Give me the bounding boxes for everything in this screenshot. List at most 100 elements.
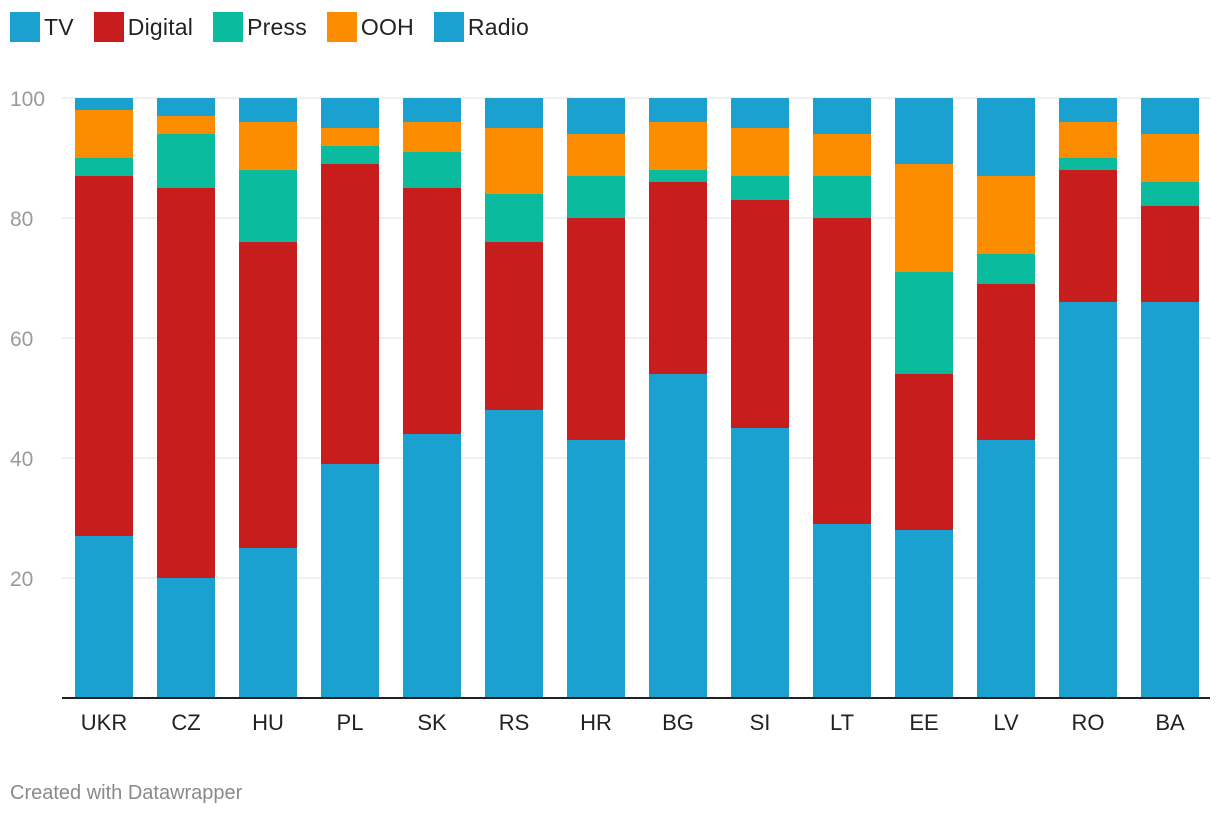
bar-segment-ooh-hu	[239, 122, 297, 170]
bar-segment-digital-bg	[649, 182, 707, 374]
bar-segment-tv-hu	[239, 548, 297, 698]
bar-segment-tv-lv	[977, 440, 1035, 698]
x-tick-label-ba: BA	[1155, 710, 1185, 735]
legend-swatch-radio	[433, 12, 464, 42]
bar-segment-tv-rs	[485, 410, 543, 698]
bar-segment-radio-pl	[321, 98, 379, 128]
y-tick-label: 100	[10, 88, 45, 111]
bar-segment-tv-hr	[567, 440, 625, 698]
bar-segment-ooh-lv	[977, 176, 1035, 254]
y-tick-label: 80	[10, 208, 33, 231]
bar-segment-tv-ba	[1141, 302, 1199, 698]
bar-segment-radio-cz	[157, 98, 215, 116]
bar-segment-digital-rs	[485, 242, 543, 410]
bar-segment-ooh-si	[731, 128, 789, 176]
bar-segment-digital-lv	[977, 284, 1035, 440]
bar-segment-digital-hr	[567, 218, 625, 440]
bar-segment-radio-ba	[1141, 98, 1199, 134]
bar-segment-radio-hr	[567, 98, 625, 134]
bar-segment-tv-cz	[157, 578, 215, 698]
bar-segment-tv-lt	[813, 524, 871, 698]
bar-segment-press-ee	[895, 272, 953, 374]
legend-label-tv: TV	[44, 13, 74, 40]
x-tick-label-bg: BG	[662, 710, 694, 735]
bar-segment-press-ro	[1059, 158, 1117, 170]
bar-segment-radio-lv	[977, 98, 1035, 176]
bar-segment-digital-lt	[813, 218, 871, 524]
bar-segment-ooh-sk	[403, 122, 461, 152]
legend-swatch-press	[213, 12, 244, 42]
bar-segment-tv-ee	[895, 530, 953, 698]
x-tick-label-pl: PL	[337, 710, 364, 735]
bar-segment-ooh-ee	[895, 164, 953, 272]
legend-item-digital: Digital	[93, 12, 194, 42]
x-tick-label-ro: RO	[1072, 710, 1105, 735]
bar-segment-tv-sk	[403, 434, 461, 698]
bar-segment-press-ukr	[75, 158, 133, 176]
legend-item-press: Press	[213, 12, 307, 42]
bar-segment-tv-ukr	[75, 536, 133, 698]
bar-segment-press-si	[731, 176, 789, 200]
x-axis-ticks: UKR CZ HU PL SK RS HR BG SI LT EE LV RO BA	[81, 710, 1185, 735]
bar-segment-press-hr	[567, 176, 625, 218]
bar-segment-digital-si	[731, 200, 789, 428]
bar-segment-press-sk	[403, 152, 461, 188]
bar-segment-digital-sk	[403, 188, 461, 434]
legend-label-digital: Digital	[127, 13, 194, 40]
x-tick-label-cz: CZ	[171, 710, 200, 735]
legend-swatch-tv	[10, 12, 40, 42]
bar-segment-tv-ro	[1059, 302, 1117, 698]
x-tick-label-hr: HR	[580, 710, 612, 735]
bar-segment-digital-cz	[157, 188, 215, 578]
legend-swatch-digital	[93, 12, 124, 42]
x-tick-label-sk: SK	[417, 710, 447, 735]
bar-segment-radio-ukr	[75, 98, 133, 110]
bar-segment-press-ba	[1141, 182, 1199, 206]
bar-segment-press-rs	[485, 194, 543, 242]
bar-segment-tv-pl	[321, 464, 379, 698]
bar-segment-ooh-ba	[1141, 134, 1199, 182]
bar-segment-press-lt	[813, 176, 871, 218]
bar-segment-press-hu	[239, 170, 297, 242]
bar-segment-ooh-hr	[567, 134, 625, 176]
x-tick-label-hu: HU	[252, 710, 284, 735]
y-tick-label: 20	[10, 568, 33, 591]
y-axis-ticks: 20 40 60 80 100	[10, 88, 45, 591]
x-tick-label-lv: LV	[993, 710, 1019, 735]
bar-segment-digital-hu	[239, 242, 297, 548]
x-tick-label-si: SI	[750, 710, 771, 735]
y-tick-label: 40	[10, 448, 33, 471]
legend-label-ooh: OOH	[360, 13, 414, 40]
bar-segment-ooh-rs	[485, 128, 543, 194]
bar-segment-radio-si	[731, 98, 789, 128]
legend-item-tv: TV	[10, 12, 74, 42]
legend-item-ooh: OOH	[326, 12, 414, 42]
bar-segment-digital-ee	[895, 374, 953, 530]
bar-segment-digital-ba	[1141, 206, 1199, 302]
chart-legend: TV Digital Press OOH Radio	[10, 12, 549, 42]
legend-label-press: Press	[247, 13, 307, 40]
x-tick-label-ee: EE	[909, 710, 938, 735]
x-tick-label-lt: LT	[830, 710, 854, 735]
bar-segment-press-bg	[649, 170, 707, 182]
bar-segment-press-lv	[977, 254, 1035, 284]
bar-segment-digital-ukr	[75, 176, 133, 536]
bar-segment-radio-hu	[239, 98, 297, 122]
bars	[75, 98, 1199, 698]
legend-swatch-ooh	[326, 12, 357, 42]
bar-segment-press-cz	[157, 134, 215, 188]
bar-segment-ooh-lt	[813, 134, 871, 176]
bar-segment-tv-bg	[649, 374, 707, 698]
bar-segment-ooh-pl	[321, 128, 379, 146]
bar-segment-digital-ro	[1059, 170, 1117, 302]
legend-item-radio: Radio	[433, 12, 529, 42]
bar-segment-ooh-cz	[157, 116, 215, 134]
bar-segment-radio-rs	[485, 98, 543, 128]
bar-segment-ooh-ukr	[75, 110, 133, 158]
bar-segment-ooh-bg	[649, 122, 707, 170]
bar-segment-radio-sk	[403, 98, 461, 122]
credit-text: Created with Datawrapper	[10, 782, 243, 804]
y-tick-label: 60	[10, 328, 33, 351]
bar-segment-radio-bg	[649, 98, 707, 122]
bar-segment-tv-si	[731, 428, 789, 698]
